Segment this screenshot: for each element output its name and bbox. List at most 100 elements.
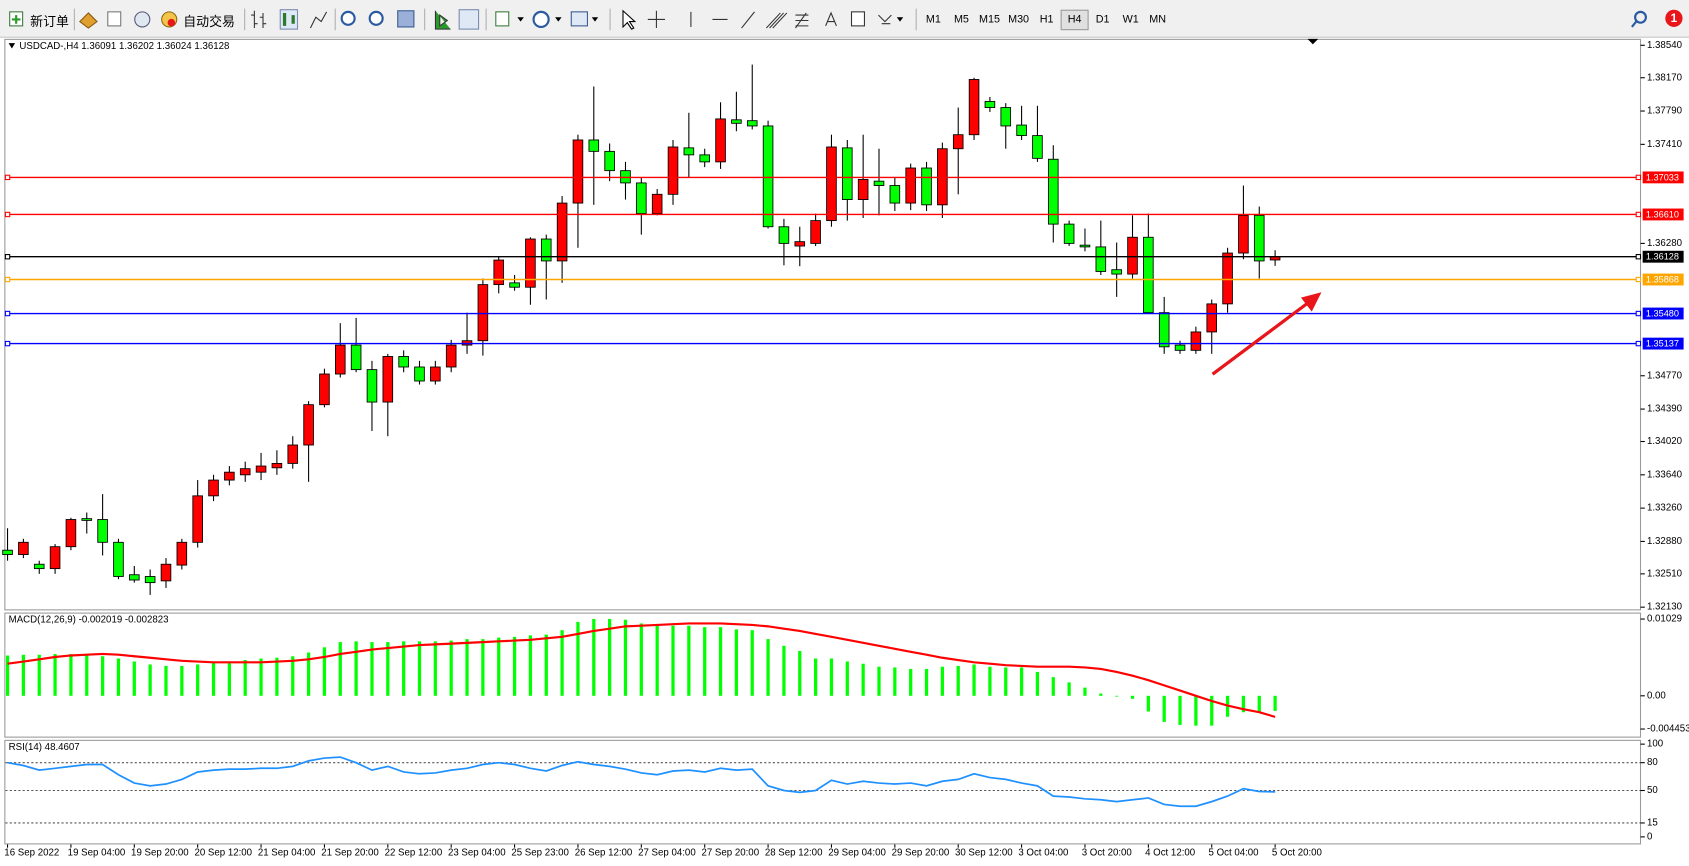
histogram-bar	[211, 662, 216, 696]
histogram-bar	[1083, 687, 1087, 696]
cursor-icon[interactable]	[622, 9, 637, 30]
price-label: 1.35137	[1646, 339, 1679, 349]
y-tick-label: 1.34770	[1647, 370, 1683, 381]
y-tick-label: 50	[1647, 785, 1658, 796]
candle-body	[2, 549, 13, 556]
candle-body	[683, 147, 695, 156]
line-handle	[4, 174, 11, 181]
x-tick-label: 3 Oct 04:00	[1018, 848, 1069, 859]
timeframe-button[interactable]: M15	[978, 14, 1000, 26]
histogram-bar	[402, 641, 406, 696]
line-handle	[4, 254, 11, 260]
timeframe-button[interactable]: H1	[1039, 14, 1054, 26]
new-order-button[interactable]: 新订单	[30, 14, 69, 30]
histogram-bar	[576, 621, 580, 696]
arrows-icon[interactable]	[878, 14, 892, 25]
zoom-out-icon[interactable]	[368, 10, 384, 26]
annotation-arrowhead	[1300, 292, 1322, 312]
bar-chart-icon[interactable]	[251, 10, 267, 29]
histogram-bar	[893, 667, 897, 696]
line-handle	[1635, 276, 1642, 283]
histogram-bar	[354, 641, 358, 696]
price-label-bg	[1642, 208, 1684, 221]
timeframe-button[interactable]: H4	[1060, 9, 1089, 31]
terminal-icon[interactable]	[134, 11, 151, 28]
tile-windows-icon[interactable]	[397, 10, 415, 28]
line-handle	[1635, 310, 1642, 317]
timeframe-button[interactable]: M30	[1008, 14, 1030, 26]
histogram-bar	[782, 645, 786, 696]
x-tick-label: 21 Sep 20:00	[321, 848, 379, 859]
crosshair-icon[interactable]	[647, 10, 666, 29]
dropdown[interactable]	[555, 17, 562, 22]
histogram-bar	[243, 659, 247, 696]
histogram-bar	[5, 655, 10, 696]
candle-body	[224, 471, 235, 481]
dropdown[interactable]	[591, 17, 599, 22]
candle-body	[778, 226, 790, 244]
chart-shift-icon[interactable]	[458, 9, 480, 30]
y-tick-label: 1.34020	[1647, 436, 1683, 447]
candle-body	[192, 495, 203, 543]
notification-badge[interactable]	[1665, 9, 1683, 27]
timeframe-button[interactable]: W1	[1122, 14, 1139, 26]
channel-icon[interactable]	[765, 12, 788, 29]
candle-body	[366, 369, 378, 403]
x-tick-label: 19 Sep 04:00	[68, 848, 126, 859]
histogram-bar	[497, 637, 501, 696]
candle-body	[477, 284, 489, 342]
market-watch-icon[interactable]	[78, 12, 98, 29]
candle-body	[176, 541, 188, 566]
histogram-bar	[924, 668, 929, 696]
candle-body	[667, 146, 679, 195]
search-icon[interactable]	[1634, 10, 1647, 24]
dropdown[interactable]	[896, 17, 904, 22]
candle-chart-icon[interactable]	[279, 9, 299, 30]
histogram-bar	[687, 625, 691, 696]
candle-body	[414, 366, 425, 382]
histogram-bar	[798, 651, 802, 696]
y-tick-label: -0.004453	[1647, 724, 1689, 735]
timeframe-button[interactable]: M5	[953, 14, 969, 26]
toolbar-icons: 1	[9, 8, 1683, 31]
histogram-bar	[322, 647, 327, 696]
y-tick-label: 80	[1647, 757, 1658, 768]
histogram-bar	[560, 630, 564, 696]
templates-icon[interactable]	[570, 11, 588, 27]
auto-trading-button[interactable]: 自动交易	[183, 14, 235, 30]
candle-body	[81, 518, 93, 521]
candle-body	[746, 120, 758, 127]
candle-body	[952, 134, 964, 150]
histogram-bar	[1115, 695, 1119, 697]
histogram-bar	[53, 654, 57, 696]
dropdown[interactable]	[517, 17, 524, 22]
candle-body	[889, 185, 901, 204]
x-tick-label: 4 Oct 12:00	[1145, 848, 1196, 859]
candle-body	[303, 404, 314, 446]
timeframe-button[interactable]: M1	[925, 14, 941, 26]
candle-body	[18, 541, 29, 556]
histogram-bar	[259, 658, 263, 696]
indicators-icon[interactable]	[495, 11, 510, 27]
trendline-icon[interactable]	[741, 11, 755, 29]
text-icon[interactable]	[825, 11, 837, 27]
autoscroll-icon[interactable]	[434, 10, 451, 30]
histogram-bar	[132, 661, 136, 696]
zoom-in-icon[interactable]	[340, 10, 356, 26]
line-chart-icon[interactable]	[309, 11, 328, 29]
fibonacci-icon[interactable]	[795, 12, 809, 29]
histogram-bar	[909, 668, 913, 696]
panel-title: MACD(12,26,9) -0.002019 -0.002823	[9, 615, 169, 626]
candle-body	[208, 479, 219, 497]
navigator-icon[interactable]	[107, 11, 122, 27]
x-tick-label: 25 Sep 23:00	[511, 848, 569, 859]
timeframe-button[interactable]: MN	[1149, 14, 1167, 26]
histogram-bar	[1099, 693, 1103, 696]
candle-body	[1127, 236, 1138, 275]
price-label-bg	[1642, 171, 1684, 184]
timeframe-button[interactable]: D1	[1095, 14, 1110, 26]
candle-body	[398, 356, 409, 368]
periods-icon[interactable]	[532, 10, 550, 29]
candle-body	[1048, 158, 1059, 225]
label-icon[interactable]	[850, 11, 865, 27]
